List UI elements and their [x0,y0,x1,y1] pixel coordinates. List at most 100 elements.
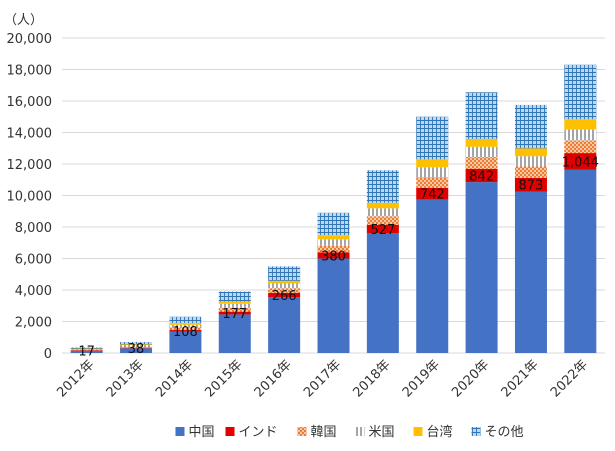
bar-segment-台湾 [169,323,202,325]
bar-segment-その他 [514,104,547,149]
legend-item-韓国: 韓国 [297,425,337,440]
legend-item-インド: インド [225,425,278,440]
bar-segment-その他 [268,266,301,281]
legend-item-中国: 中国 [175,425,215,440]
y-tick-label: 8,000 [15,221,52,236]
bar-segment-インド [169,330,202,332]
bar-segment-インド [218,311,251,315]
x-tick-label: 2014年 [153,357,196,400]
data-label: 842 [469,169,494,184]
data-labels: 17 38 108 177 266 380 527 742 842 873 1,044 [78,155,599,359]
bar-segment-インド [120,347,153,349]
x-tick-label: 2018年 [350,357,393,400]
bar-segment-中国 [465,182,498,353]
bar-segment-中国 [564,169,597,353]
bar-segment-台湾 [317,235,350,240]
bar-segment-台湾 [465,138,498,147]
x-tick-label: 2017年 [301,357,344,400]
x-tick-label: 2012年 [54,357,97,400]
legend-label: その他 [485,425,524,440]
x-tick-label: 2020年 [449,357,492,400]
bar-segment-米国 [416,167,449,178]
bar-segment-韓国 [218,307,251,312]
legend: 中国 インド 韓国 米国 台湾 その他 [175,424,524,440]
bar-segment-米国 [218,303,251,308]
x-tick-label: 2022年 [548,357,591,400]
bar-segment-中国 [70,350,103,353]
bar-segment-米国 [268,283,301,289]
y-tick-label: 14,000 [7,127,53,142]
bar-segment-インド [564,153,597,170]
legend-swatch [175,427,185,436]
legend-item-米国: 米国 [355,425,395,440]
bar-segment-中国 [514,191,547,353]
bar-segment-台湾 [120,344,153,345]
data-label: 873 [519,179,544,194]
data-label: 17 [78,345,95,360]
data-label: 1,044 [562,155,599,170]
x-tick-label: 2013年 [104,357,147,400]
legend-swatch [225,427,235,436]
bar-segment-インド [416,187,449,200]
y-axis-ticks: 0 2,000 4,000 6,000 8,000 10,000 12,000 14,000 1… [7,32,53,362]
bar-segment-中国 [416,199,449,353]
legend-swatch [297,427,307,436]
bar-segment-その他 [366,170,399,203]
bar-segment-中国 [268,297,301,353]
y-tick-label: 20,000 [7,32,53,47]
bar-segment-韓国 [120,346,153,348]
bar-segment-韓国 [514,166,547,178]
y-tick-label: 10,000 [7,190,53,205]
bar-segment-中国 [317,258,350,353]
data-label: 742 [420,188,445,203]
bar-segment-インド [366,224,399,234]
bar-segment-韓国 [317,245,350,253]
legend-item-その他: その他 [471,425,524,440]
data-label: 177 [222,307,247,322]
bar-segment-韓国 [70,349,103,351]
legend-swatch [413,427,423,436]
bar-segment-その他 [564,64,597,120]
x-tick-label: 2016年 [252,357,295,400]
legend-label: 中国 [189,425,215,440]
bar-segment-韓国 [169,327,202,331]
bar-segment-米国 [366,208,399,217]
legend-label: インド [239,425,278,440]
x-axis-ticks: 2012年 2013年 2014年 2015年 2016年 2017年 2018年 2019年… [54,357,591,400]
y-tick-label: 18,000 [7,64,53,79]
bar-segment-インド [317,252,350,259]
data-label: 108 [173,325,198,340]
bar-segment-台湾 [218,301,251,304]
bar-segment-その他 [120,341,153,345]
y-axis-unit-label: （人） [4,13,43,28]
y-tick-label: 12,000 [7,158,53,173]
legend-label: 米国 [369,425,395,440]
bar-segment-中国 [218,314,251,353]
bar-segment-台湾 [514,148,547,157]
bar-segment-韓国 [465,157,498,169]
bar-segment-米国 [514,156,547,167]
bars [70,64,597,353]
y-tick-label: 16,000 [7,95,53,110]
bar-segment-台湾 [70,348,103,350]
y-tick-label: 4,000 [15,284,52,299]
y-tick-label: 0 [44,347,52,362]
bar-segment-台湾 [564,119,597,130]
bar-segment-その他 [465,92,498,139]
bar-segment-インド [465,168,498,183]
legend-item-台湾: 台湾 [413,424,453,440]
bar-segment-その他 [70,347,103,349]
bar-segment-韓国 [564,140,597,154]
data-label: 527 [370,223,395,238]
bar-segment-米国 [465,146,498,158]
bar-segment-中国 [366,233,399,353]
y-tick-label: 2,000 [15,316,52,331]
bar-segment-米国 [120,344,153,347]
bar-segment-米国 [169,324,202,328]
data-label: 38 [128,342,145,357]
data-label: 380 [321,250,346,265]
bar-segment-その他 [416,116,449,160]
bar-segment-中国 [169,331,202,353]
legend-label: 台湾 [427,424,453,440]
